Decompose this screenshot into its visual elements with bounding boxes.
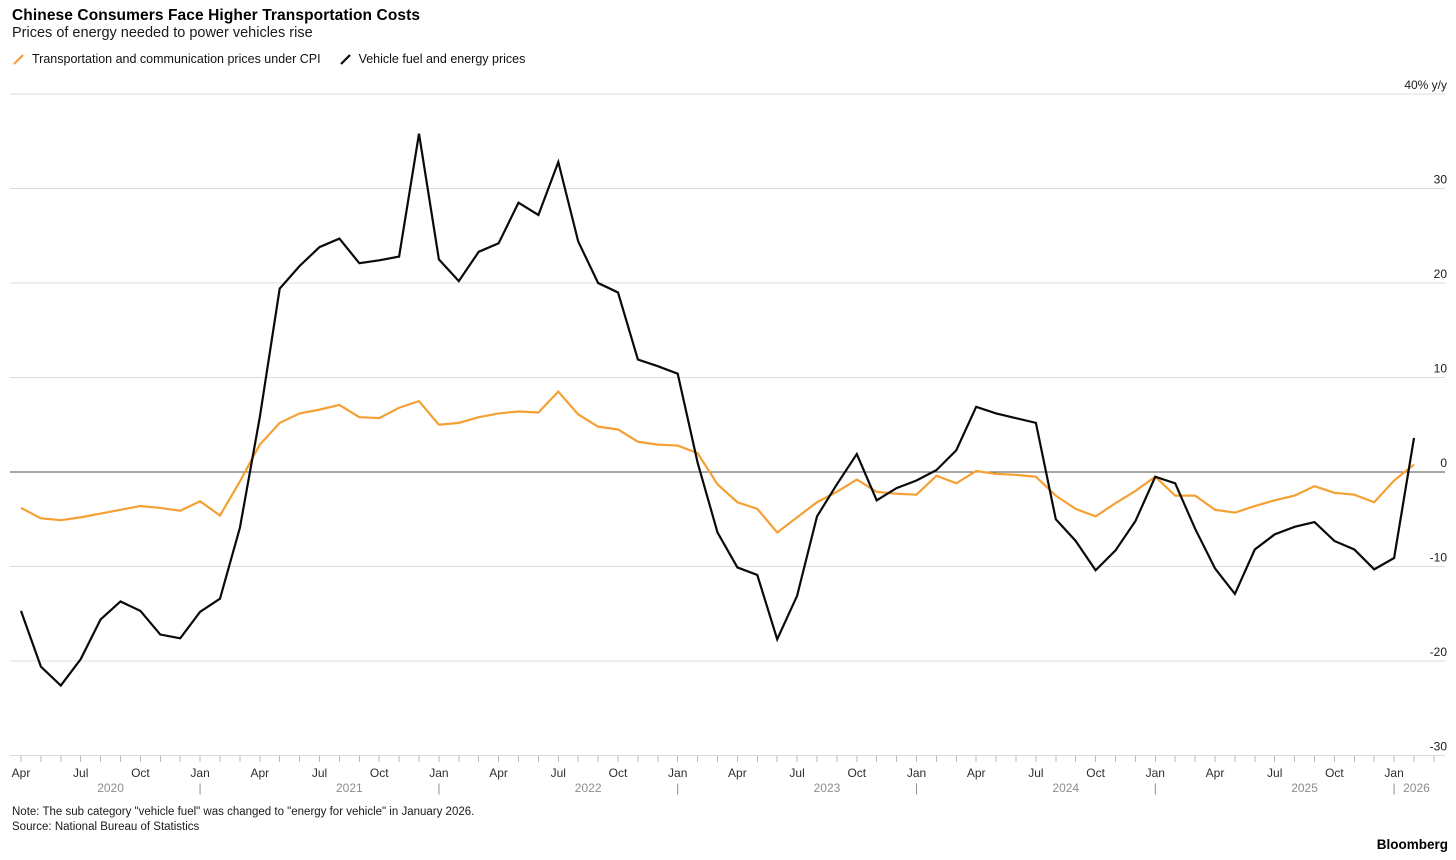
x-axis-month-label: Jan xyxy=(1384,766,1403,780)
year-divider: | xyxy=(199,781,202,795)
x-axis-month-label: Jul xyxy=(1028,766,1043,780)
legend-label: Vehicle fuel and energy prices xyxy=(358,52,526,66)
legend: Transportation and communication prices … xyxy=(12,52,525,66)
y-axis-label: -10 xyxy=(1430,551,1448,565)
x-axis-month-label: Jul xyxy=(312,766,327,780)
page-subtitle: Prices of energy needed to power vehicle… xyxy=(12,25,313,41)
page-title: Chinese Consumers Face Higher Transporta… xyxy=(12,7,421,24)
x-axis-month-label: Jul xyxy=(73,766,88,780)
year-label: 2026 xyxy=(1403,781,1430,795)
x-axis-month-label: Apr xyxy=(967,766,986,780)
x-axis-month-label: Oct xyxy=(609,766,628,780)
y-axis-label: 0 xyxy=(1440,456,1447,470)
x-axis-month-label: Jul xyxy=(789,766,804,780)
year-label: 2025 xyxy=(1291,781,1318,795)
year-divider: | xyxy=(915,781,918,795)
x-axis-month-label: Oct xyxy=(1086,766,1105,780)
x-axis-month-label: Apr xyxy=(489,766,508,780)
x-axis-month-label: Oct xyxy=(131,766,150,780)
series-vehicle-fuel xyxy=(19,133,1416,688)
legend-item-vehicle-fuel: Vehicle fuel and energy prices xyxy=(339,52,526,66)
year-label: 2023 xyxy=(814,781,841,795)
year-label: 2024 xyxy=(1052,781,1079,795)
x-axis-month-label: Oct xyxy=(370,766,389,780)
x-axis-month-label: Oct xyxy=(847,766,866,780)
x-axis-month-label: Jan xyxy=(668,766,687,780)
year-divider: | xyxy=(1393,781,1396,795)
y-axis-label: 40% y/y xyxy=(1404,78,1447,92)
legend-item-cpi-transport: Transportation and communication prices … xyxy=(12,52,321,66)
source-line: Source: National Bureau of Statistics xyxy=(12,821,200,833)
y-axis-label: 10 xyxy=(1434,362,1448,376)
year-divider: | xyxy=(676,781,679,795)
year-divider: | xyxy=(437,781,440,795)
bloomberg-logo: Bloomberg xyxy=(1376,837,1448,852)
black-slash-icon xyxy=(339,53,351,65)
series-cpi-transport xyxy=(20,390,1415,534)
x-axis-month-label: Oct xyxy=(1325,766,1344,780)
x-axis-month-label: Jan xyxy=(1146,766,1165,780)
x-axis-month-label: Apr xyxy=(250,766,269,780)
x-axis-month-label: Apr xyxy=(12,766,31,780)
year-label: 2021 xyxy=(336,781,363,795)
orange-slash-icon xyxy=(13,53,24,65)
legend-label: Transportation and communication prices … xyxy=(32,52,321,66)
y-axis-label: 30 xyxy=(1434,173,1448,187)
year-label: 2020 xyxy=(97,781,124,795)
y-axis-label: -30 xyxy=(1430,740,1448,754)
x-axis-month-label: Jul xyxy=(1267,766,1282,780)
x-axis-month-label: Jan xyxy=(190,766,209,780)
x-axis-month-label: Apr xyxy=(728,766,747,780)
x-axis-month-label: Jul xyxy=(551,766,566,780)
y-axis-label: 20 xyxy=(1434,267,1448,281)
y-axis-label: -20 xyxy=(1430,645,1448,659)
footnote: Note: The sub category "vehicle fuel" wa… xyxy=(12,806,475,818)
x-axis-month-label: Jan xyxy=(429,766,448,780)
x-axis-month-label: Apr xyxy=(1206,766,1225,780)
x-axis-month-label: Jan xyxy=(907,766,926,780)
year-divider: | xyxy=(1154,781,1157,795)
year-label: 2022 xyxy=(575,781,602,795)
